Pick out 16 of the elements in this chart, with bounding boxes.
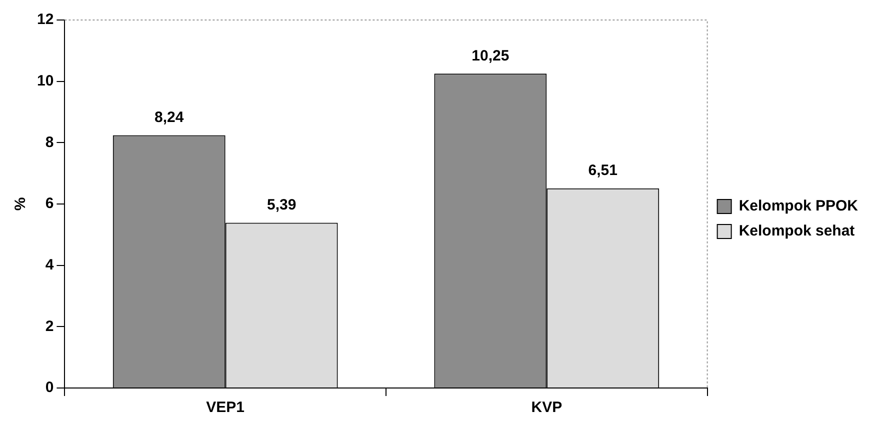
y-tick-label: 4 [45,256,54,274]
y-tick-label: 2 [45,318,54,335]
legend-label: Kelompok PPOK [738,198,858,215]
y-axis-title: % [12,197,30,211]
data-label: 10,25 [472,47,510,64]
data-label: 8,24 [154,108,184,126]
y-tick-label: 8 [45,134,54,151]
y-tick-label: 0 [45,379,54,396]
legend-label: Kelompok sehat [738,222,855,240]
x-tick-label: KVP [531,399,562,416]
data-label: 6,51 [588,162,618,179]
y-tick-label: 12 [36,11,54,28]
y-tick-label: 6 [45,195,54,212]
y-tick-label: 10 [36,72,54,90]
data-label: 5,39 [266,196,296,214]
x-tick-label: VEP1 [206,399,245,416]
